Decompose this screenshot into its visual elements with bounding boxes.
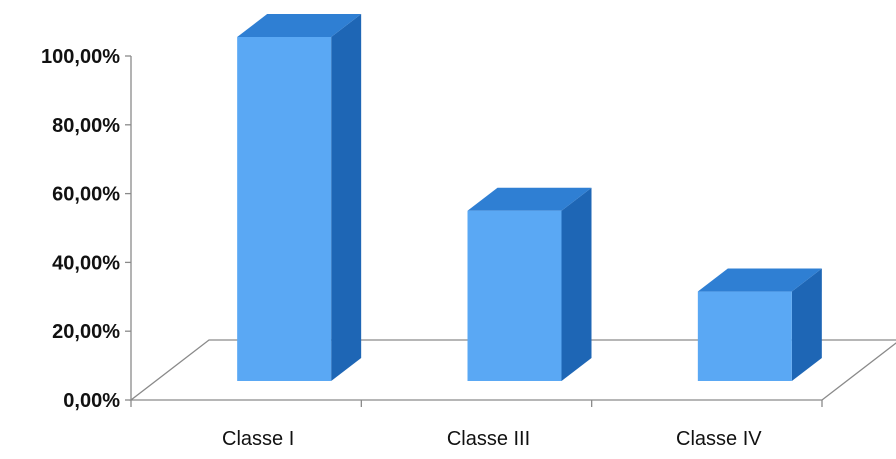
bar-top-face <box>467 187 592 211</box>
chart-axes <box>125 55 823 407</box>
chart-bars <box>237 14 822 381</box>
bar <box>467 187 592 381</box>
bar-side-face <box>561 187 592 381</box>
y-tick-label: 100,00% <box>41 46 120 68</box>
bar <box>697 268 822 381</box>
bar-front-face <box>467 210 562 381</box>
y-tick-label: 0,00% <box>63 390 120 412</box>
x-tick-label: Classe I <box>222 428 294 450</box>
bar <box>237 14 362 381</box>
x-tick-label: Classe III <box>447 428 530 450</box>
bar-top-face <box>697 268 822 292</box>
y-tick-label: 60,00% <box>52 184 120 206</box>
x-tick-label: Classe IV <box>676 428 762 450</box>
bar-side-face <box>791 268 822 381</box>
bar-top-face <box>237 14 362 37</box>
y-tick-label: 80,00% <box>52 115 120 137</box>
chart-labels: 0,00% 20,00% 40,00% 60,00% 80,00% 100,00% Clas… <box>41 46 762 450</box>
bar-front-face <box>237 37 332 381</box>
y-tick-label: 40,00% <box>52 252 120 274</box>
bar-front-face <box>697 291 792 381</box>
bar-side-face <box>331 14 362 381</box>
y-tick-label: 20,00% <box>52 321 120 343</box>
